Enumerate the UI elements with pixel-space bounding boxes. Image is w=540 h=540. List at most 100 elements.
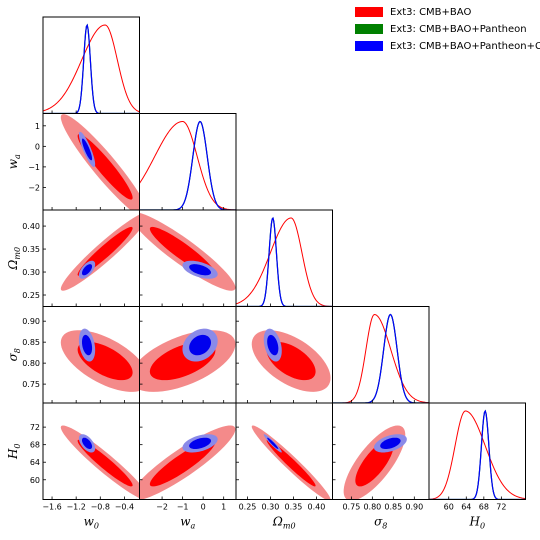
x-tick-label: 64 xyxy=(461,503,471,512)
x-axis-label-w0: w0 xyxy=(84,515,99,531)
legend: Ext3: CMB+BAO Ext3: CMB+BAO+Pantheon Ext3:… xyxy=(355,4,540,55)
legend-swatch xyxy=(355,41,383,51)
marginal-curve-ext3-cmb-bao xyxy=(43,24,140,113)
x-tick-label: 0.75 xyxy=(342,503,360,512)
panel-frame xyxy=(428,402,526,500)
marginal-curve-ext3-cmb-bao xyxy=(139,121,236,210)
contour-68-ext3-pantheon-cc xyxy=(81,437,93,450)
y-tick-label: −1 xyxy=(28,163,40,172)
contour-68-ext3-pantheon-cc xyxy=(267,437,279,450)
panel-H0-vs-H0 xyxy=(429,409,526,500)
x-axis-label-subscript: 0 xyxy=(480,522,485,531)
y-tick-label: 0.85 xyxy=(22,338,40,347)
contour-68-ext3-cmb-bao xyxy=(266,439,316,487)
x-axis-label-wa: wa xyxy=(180,515,195,531)
x-axis-label-subscript: m0 xyxy=(283,522,296,531)
panel-H0-vs-Om0 xyxy=(251,425,331,500)
y-axis-label-sigma8: σ8 xyxy=(6,348,22,361)
x-tick-label: −2 xyxy=(156,503,168,512)
x-tick-label: 60 xyxy=(444,503,454,512)
legend-label: Ext3: CMB+BAO xyxy=(390,6,472,18)
marginal-curve-ext3-pantheon xyxy=(139,120,236,210)
x-tick-label: −1 xyxy=(177,503,189,512)
y-axis-label-subscript: a xyxy=(13,154,22,159)
marginal-curve-ext3-pantheon-cc xyxy=(236,216,333,307)
y-tick-label: −2 xyxy=(28,183,40,192)
marginal-curve-ext3-pantheon-cc xyxy=(332,313,429,403)
x-axis-label-H0: H0 xyxy=(468,515,485,531)
panel-wa-vs-w0 xyxy=(60,114,140,210)
x-tick-label: 0.80 xyxy=(363,503,381,512)
x-axis-label-Om0: Ωm0 xyxy=(272,515,296,531)
x-tick-label: 1 xyxy=(221,503,226,512)
x-tick-label: 0 xyxy=(201,503,206,512)
y-axis-label-subscript: m0 xyxy=(13,247,22,260)
panel-H0-vs-w0 xyxy=(60,425,140,499)
panel-sigma8-vs-w0 xyxy=(60,328,140,392)
y-axis-label-subscript: 0 xyxy=(13,443,22,448)
marginal-curve-ext3-pantheon-cc xyxy=(139,120,236,210)
marginal-curve-ext3-pantheon-cc xyxy=(43,23,140,114)
y-tick-label: 0.35 xyxy=(22,245,40,254)
y-tick-label: 0 xyxy=(35,142,40,151)
panel-sigma8-vs-wa xyxy=(139,328,236,392)
contour-68-ext3-pantheon-cc xyxy=(81,138,93,161)
y-tick-label: 64 xyxy=(30,458,40,467)
contour-68-ext3-pantheon-cc xyxy=(189,334,211,356)
x-tick-label: −1.6 xyxy=(42,503,61,512)
panel-sigma8-vs-sigma8 xyxy=(332,313,429,403)
x-tick-label: −0.4 xyxy=(115,503,134,512)
panel-frame xyxy=(235,209,333,307)
panel-Om0-vs-Om0 xyxy=(236,216,333,307)
y-tick-label: 0.40 xyxy=(22,222,40,231)
contour-68-ext3-pantheon-cc xyxy=(189,264,211,276)
x-tick-label: −0.8 xyxy=(91,503,110,512)
contour-68-ext3-pantheon-cc xyxy=(189,437,211,450)
y-tick-label: 0.80 xyxy=(22,359,40,368)
y-axis-label-Om0: Ωm0 xyxy=(6,247,22,271)
legend-label: Ext3: CMB+BAO+Pantheon+CC xyxy=(390,40,540,52)
y-tick-label: 60 xyxy=(30,476,40,485)
panel-w0-vs-w0 xyxy=(43,23,140,114)
x-axis-label-subscript: 8 xyxy=(382,522,387,531)
y-tick-label: 0.30 xyxy=(22,268,40,277)
y-tick-label: 1 xyxy=(35,122,40,131)
x-axis-label-subscript: a xyxy=(191,522,196,531)
x-tick-label: 0.35 xyxy=(285,503,303,512)
legend-swatch xyxy=(355,24,383,34)
x-tick-label: 72 xyxy=(496,503,506,512)
contour-68-ext3-pantheon-cc xyxy=(267,334,279,356)
contour-68-ext3-pantheon-cc xyxy=(81,334,93,356)
marginal-curve-ext3-pantheon-cc xyxy=(429,409,526,500)
y-axis-label-H0: H0 xyxy=(6,443,22,460)
x-tick-label: 0.25 xyxy=(239,503,257,512)
marginal-curve-ext3-cmb-bao xyxy=(332,313,429,403)
y-tick-label: 0.90 xyxy=(22,317,40,326)
panel-Om0-vs-w0 xyxy=(60,214,140,291)
marginal-curve-ext3-cmb-bao xyxy=(429,410,526,500)
y-tick-label: 68 xyxy=(30,441,40,450)
legend-label: Ext3: CMB+BAO+Pantheon xyxy=(390,23,527,35)
legend-swatch xyxy=(355,7,383,17)
x-tick-label: 0.30 xyxy=(262,503,280,512)
x-axis-label-subscript: 0 xyxy=(94,522,99,531)
x-tick-label: 68 xyxy=(479,503,489,512)
panel-wa-vs-wa xyxy=(139,120,236,210)
y-tick-label: 72 xyxy=(30,423,40,432)
panel-sigma8-vs-Om0 xyxy=(251,328,331,392)
marginal-curve-ext3-pantheon xyxy=(332,313,429,403)
contour-68-ext3-pantheon-cc xyxy=(81,264,93,276)
panel-H0-vs-sigma8 xyxy=(343,425,407,500)
x-tick-label: 0.40 xyxy=(308,503,326,512)
y-tick-label: 0.25 xyxy=(22,291,40,300)
x-axis-label-sigma8: σ8 xyxy=(374,515,387,531)
x-tick-label: 0.85 xyxy=(384,503,402,512)
x-tick-label: 0.90 xyxy=(405,503,423,512)
contour-68-ext3-pantheon-cc xyxy=(380,437,401,450)
y-axis-label-wa: wa xyxy=(6,154,22,169)
x-tick-label: −1.2 xyxy=(66,503,85,512)
legend-item: Ext3: CMB+BAO+Pantheon xyxy=(355,21,537,37)
legend-item: Ext3: CMB+BAO+Pantheon+CC xyxy=(355,38,540,54)
panel-H0-vs-wa xyxy=(139,425,236,500)
